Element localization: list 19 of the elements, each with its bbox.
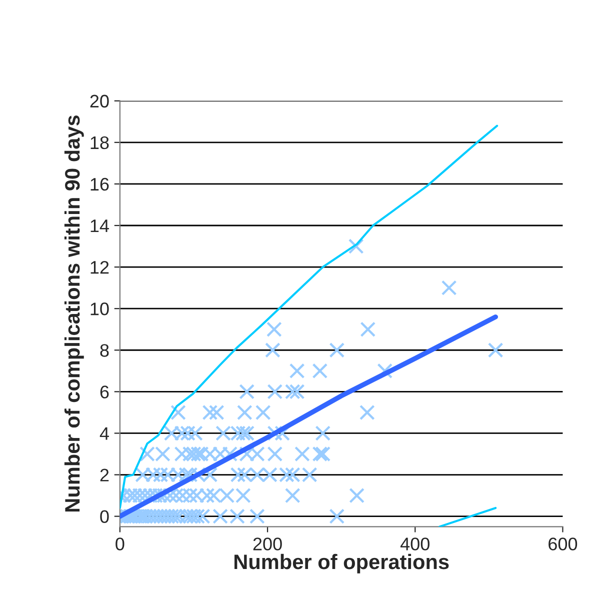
x-tick-label: 600 <box>548 538 578 550</box>
y-axis-title: Number of complications within 90 days <box>64 116 84 512</box>
y-tick-label: 2 <box>100 468 109 482</box>
line-series <box>120 124 498 510</box>
y-tick-label: 16 <box>90 178 109 191</box>
x-tick-label: 0 <box>116 538 124 550</box>
x-tick-label: 200 <box>253 538 282 550</box>
y-tick-label: 4 <box>100 427 109 440</box>
y-tick-label: 14 <box>90 220 109 232</box>
y-tick-label: 20 <box>90 94 109 108</box>
y-tick-label: 6 <box>100 386 109 398</box>
line-series <box>120 314 498 519</box>
x-axis-title: Number of operations <box>234 554 449 574</box>
y-tick-label: 10 <box>90 302 109 316</box>
y-tick-label: 0 <box>100 510 109 524</box>
y-tick-label: 18 <box>90 136 109 150</box>
y-tick-label: 8 <box>100 344 109 357</box>
x-tick-label: 400 <box>400 538 430 550</box>
y-tick-label: 12 <box>90 260 109 274</box>
